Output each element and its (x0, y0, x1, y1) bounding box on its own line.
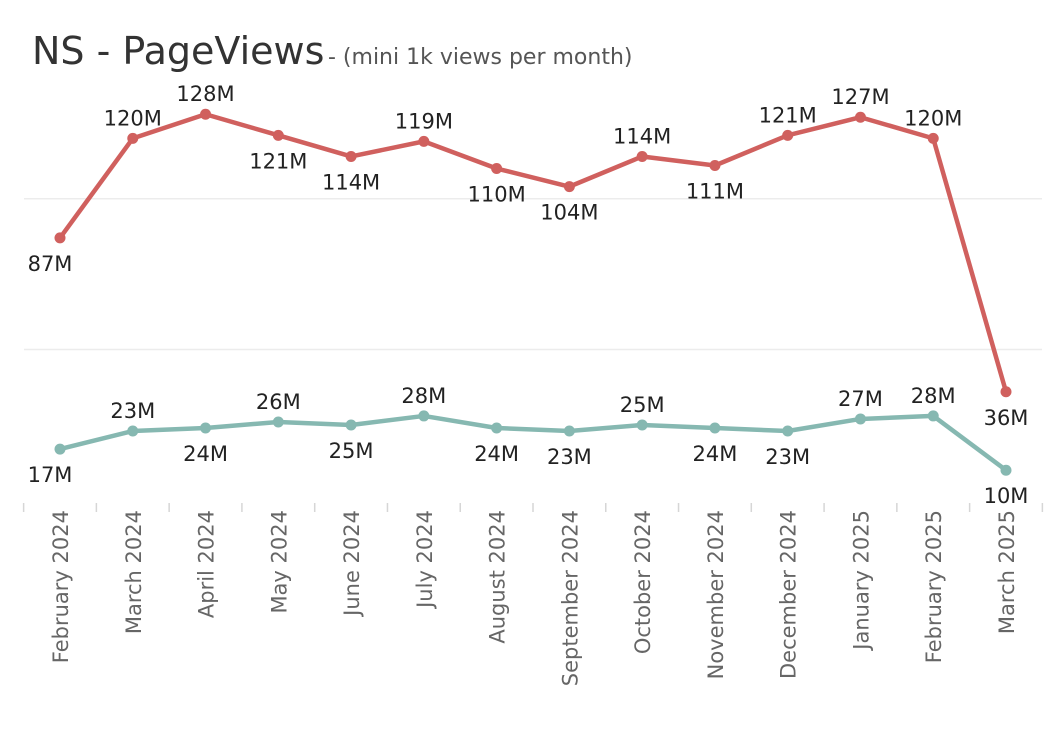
data-label: 28M (401, 384, 446, 408)
data-label: 23M (110, 399, 155, 423)
data-label: 121M (249, 149, 307, 173)
data-point (782, 425, 794, 437)
data-label: 111M (686, 180, 744, 204)
data-point (636, 419, 648, 431)
x-tick-label: June 2024 (340, 510, 364, 618)
data-label: 24M (693, 442, 738, 466)
data-label: 24M (183, 442, 228, 466)
data-label: 25M (329, 439, 374, 463)
data-point (491, 422, 503, 434)
data-point (200, 108, 212, 120)
data-point (709, 160, 721, 172)
x-tick-label: December 2024 (777, 510, 801, 679)
data-point (563, 425, 575, 437)
data-point (272, 416, 284, 428)
x-tick-label: February 2025 (922, 510, 946, 663)
data-label: 10M (984, 484, 1029, 508)
data-point (563, 181, 575, 193)
data-label: 128M (176, 82, 234, 106)
data-label: 119M (395, 109, 453, 133)
data-label: 87M (28, 252, 73, 276)
data-point (127, 132, 139, 144)
data-label: 110M (468, 183, 526, 207)
data-point (709, 422, 721, 434)
chart-title: NS - PageViews (32, 29, 324, 73)
data-point (927, 410, 939, 422)
data-point (854, 413, 866, 425)
x-tick-label: January 2025 (849, 510, 873, 652)
data-label: 28M (911, 384, 956, 408)
x-tick-label: July 2024 (413, 510, 437, 610)
x-tick-label: November 2024 (704, 510, 728, 679)
data-point (927, 132, 939, 144)
data-point (54, 443, 66, 455)
x-tick-label: February 2024 (49, 510, 73, 663)
data-point (854, 111, 866, 123)
data-point (491, 163, 503, 175)
x-tick-label: March 2024 (122, 510, 146, 634)
data-point (272, 129, 284, 141)
series-group (54, 108, 1012, 476)
gridlines (24, 197, 1042, 351)
x-tick-label: October 2024 (631, 510, 655, 654)
data-point (418, 135, 430, 147)
x-tick-label: May 2024 (267, 510, 291, 614)
data-point (200, 422, 212, 434)
data-point (345, 150, 357, 162)
x-tick-label: March 2025 (995, 510, 1019, 634)
data-point (345, 419, 357, 431)
data-label: 104M (540, 201, 598, 225)
data-point (1000, 464, 1012, 476)
data-label: 36M (984, 406, 1029, 430)
data-label: 114M (613, 124, 671, 148)
x-tick-label: September 2024 (558, 510, 582, 686)
data-label: 27M (838, 387, 883, 411)
data-label: 24M (474, 442, 519, 466)
data-label: 23M (547, 445, 592, 469)
data-label: 120M (904, 106, 962, 130)
data-point (54, 232, 66, 244)
data-label: 17M (28, 463, 73, 487)
data-point (127, 425, 139, 437)
data-label: 26M (256, 390, 301, 414)
data-label: 23M (765, 445, 810, 469)
data-label: 25M (620, 393, 665, 417)
series-line-1 (57, 413, 1009, 473)
chart-subtitle: - (mini 1k views per month) (328, 45, 632, 70)
data-point (418, 410, 430, 422)
data-labels: 87M 120M 128M 121M 114M 119M 110M 104M 114M 111M 1… (28, 82, 1029, 508)
data-point (636, 150, 648, 162)
data-point (1000, 386, 1012, 398)
x-tick-label: April 2024 (195, 510, 219, 618)
data-label: 114M (322, 170, 380, 194)
x-axis: February 2024 March 2024 April 2024 May 202… (22, 503, 1044, 686)
data-label: 127M (831, 85, 889, 109)
data-label: 120M (104, 106, 162, 130)
data-point (782, 129, 794, 141)
series-line-0 (57, 111, 1009, 395)
data-label: 121M (759, 103, 817, 127)
x-tick-label: August 2024 (486, 510, 510, 644)
